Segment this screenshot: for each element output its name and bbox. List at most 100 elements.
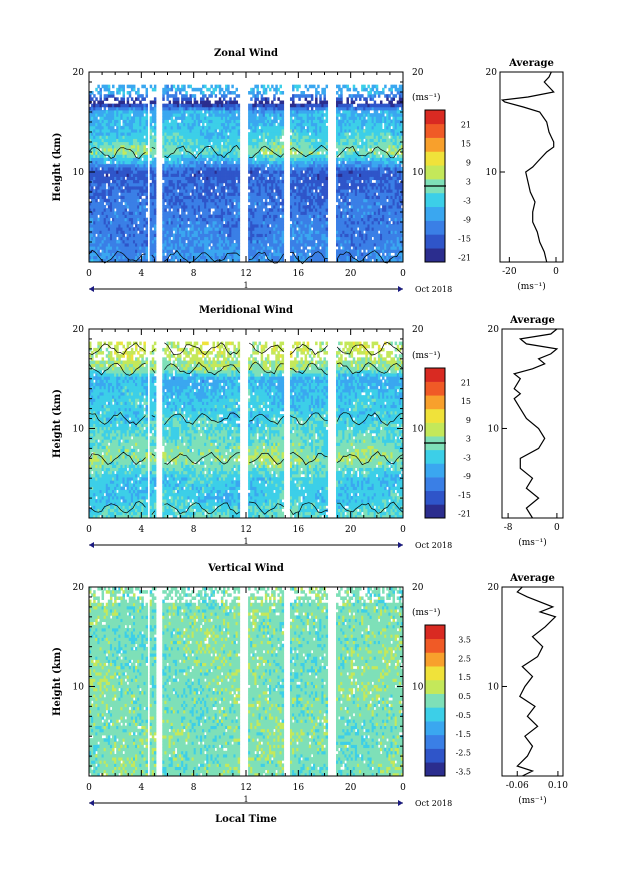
heatmap-cell [281, 192, 285, 196]
heatmap-cell [204, 255, 207, 260]
heatmap-cell [229, 252, 232, 257]
heatmap-cell [162, 258, 165, 263]
heatmap-cell [227, 255, 230, 260]
heatmap-cell [252, 252, 255, 257]
heatmap-cell [254, 255, 257, 260]
heatmap-cell [373, 192, 377, 196]
heatmap-cell [400, 246, 404, 250]
heatmap-cell [310, 258, 314, 263]
heatmap-cell [153, 173, 157, 177]
heatmap-cell [137, 198, 140, 203]
heatmap-cell [225, 243, 228, 247]
heatmap-cell [218, 160, 222, 165]
heatmap-cell [191, 252, 195, 257]
heatmap-cell [101, 255, 105, 260]
heatmap-cell [135, 243, 138, 247]
heatmap-cell [310, 246, 314, 250]
heatmap-cell [112, 249, 115, 253]
heatmap-cell [101, 173, 105, 177]
heatmap-cell [300, 249, 303, 253]
heatmap-cell [208, 160, 211, 165]
heatmap-cell [388, 252, 391, 257]
heatmap-cell [89, 243, 92, 247]
heatmap-cell [101, 201, 105, 206]
heatmap-cell [237, 186, 241, 190]
heatmap-cell [153, 141, 157, 146]
heatmap-cell [384, 258, 387, 263]
heatmap-cell [109, 255, 113, 260]
heatmap-cell [369, 246, 372, 250]
heatmap-cell [143, 249, 146, 253]
heatmap-cell [233, 249, 236, 253]
heatmap-cell [298, 255, 301, 260]
heatmap-cell [145, 220, 149, 225]
heatmap-cell [153, 186, 157, 190]
heatmap-cell [103, 249, 107, 253]
heatmap-cell [254, 249, 257, 253]
heatmap-cell [356, 249, 360, 253]
heatmap-cell [262, 246, 266, 250]
heatmap-cell [105, 173, 109, 177]
heatmap-cell [91, 186, 94, 190]
heatmap-cell [130, 258, 134, 263]
heatmap-cell [149, 243, 153, 247]
heatmap-cell [149, 255, 153, 260]
heatmap-cell [202, 258, 205, 263]
heatmap-cell [289, 151, 293, 155]
heatmap-cell [126, 255, 130, 260]
heatmap-cell [281, 236, 285, 241]
heatmap-cell [195, 243, 199, 247]
heatmap-cell [369, 258, 372, 263]
heatmap-cell [248, 258, 251, 263]
heatmap-cell [386, 255, 389, 260]
heatmap-cell [312, 246, 316, 250]
heatmap-cell [352, 258, 356, 263]
heatmap-cell [135, 230, 138, 234]
heatmap-cell [116, 243, 119, 247]
heatmap-cell [325, 217, 329, 222]
heatmap-cell [199, 255, 203, 260]
heatmap-cell [281, 157, 285, 162]
heatmap-cell [346, 249, 349, 253]
heatmap-cell [237, 157, 241, 162]
heatmap-cell [185, 249, 188, 253]
heatmap-cell [143, 258, 146, 263]
heatmap-cell [319, 249, 322, 253]
heatmap-cell [120, 258, 123, 263]
heatmap-cell [112, 252, 115, 257]
heatmap-cell [187, 252, 190, 257]
heatmap-cell [107, 252, 111, 257]
heatmap-cell [107, 179, 111, 184]
heatmap-cell [379, 258, 383, 263]
heatmap-cell [325, 230, 329, 234]
heatmap-cell [95, 243, 98, 247]
heatmap-cell [193, 214, 197, 219]
heatmap-cell [392, 258, 396, 263]
heatmap-cell [179, 249, 182, 253]
heatmap-cell [218, 255, 222, 260]
heatmap-cell [300, 252, 303, 257]
heatmap-cell [281, 163, 285, 168]
heatmap-cell [99, 255, 102, 260]
heatmap-cell [181, 252, 184, 257]
heatmap-cell [208, 208, 211, 212]
heatmap-cell [93, 258, 96, 263]
heatmap-cell [153, 195, 157, 200]
heatmap-cell [124, 208, 128, 212]
heatmap-cell [132, 246, 136, 250]
heatmap-cell [191, 186, 195, 190]
heatmap-cell [394, 160, 398, 165]
heatmap-cell [210, 255, 213, 260]
heatmap-cell [216, 252, 220, 257]
heatmap-cell [145, 224, 149, 228]
heatmap-cell [93, 243, 96, 247]
heatmap-cell [237, 211, 241, 215]
heatmap-cell [124, 246, 128, 250]
heatmap-cell [141, 258, 144, 263]
heatmap-cell [229, 249, 232, 253]
heatmap-cell [220, 246, 224, 250]
heatmap-cell [153, 220, 157, 225]
heatmap-cell [225, 246, 228, 250]
heatmap-cell [359, 252, 362, 257]
heatmap-cell [153, 189, 157, 193]
